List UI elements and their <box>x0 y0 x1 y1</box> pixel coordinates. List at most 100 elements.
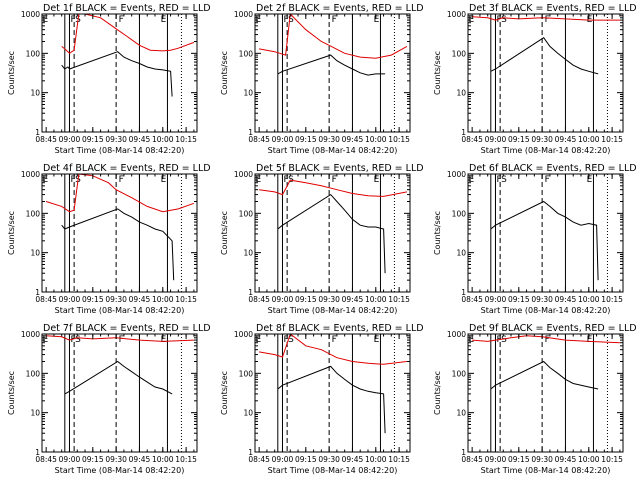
x-tick-label: 09:15 <box>508 135 530 144</box>
x-axis-label: Start Time (08-Mar-14 08:42:20) <box>268 466 398 475</box>
x-tick-label: 09:30 <box>105 135 127 144</box>
series-events <box>277 365 386 434</box>
marker-label: F <box>545 175 550 185</box>
detector-panel-8: Det 8f BLACK = Events, RED = LLD E F S F E 1 10… <box>213 320 426 480</box>
x-tick-label: 08:45 <box>461 135 483 144</box>
y-tick-label: 1 <box>248 448 253 457</box>
series-events <box>490 360 599 390</box>
x-tick-label: 08:45 <box>35 455 57 464</box>
x-tick-label: 09:30 <box>531 455 553 464</box>
series-lld <box>259 179 407 197</box>
series-events <box>277 54 386 76</box>
x-tick-label: 09:00 <box>59 135 81 144</box>
marker-label: S <box>288 15 294 25</box>
series-events <box>277 193 386 274</box>
y-tick-label: 100 <box>239 49 254 58</box>
y-tick-label: 10 <box>456 89 466 98</box>
marker-label: E <box>374 15 380 25</box>
x-tick-label: 09:00 <box>485 135 507 144</box>
detector-panel-6: Det 6f BLACK = Events, RED = LLD E F S F E 1 10… <box>426 160 639 320</box>
detector-panel-9: Det 9f BLACK = Events, RED = LLD E F S F E 1 10… <box>426 320 639 480</box>
y-tick-label: 1000 <box>234 170 253 179</box>
marker-label: F <box>545 335 550 345</box>
marker-label: F <box>119 15 124 25</box>
x-tick-label: 08:45 <box>461 295 483 304</box>
axes-frame <box>467 13 624 133</box>
marker-label: E <box>587 175 593 185</box>
x-tick-label: 09:30 <box>531 135 553 144</box>
x-tick-label: 10:00 <box>578 135 600 144</box>
x-tick-label: 08:45 <box>35 295 57 304</box>
y-tick-label: 1 <box>461 128 466 137</box>
marker-label: S <box>501 175 507 185</box>
y-tick-label: 1 <box>461 288 466 297</box>
marker-label: E <box>255 175 261 185</box>
x-tick-label: 08:45 <box>461 455 483 464</box>
x-tick-label: 09:15 <box>82 135 104 144</box>
marker-label: E <box>161 335 167 345</box>
axes-frame <box>467 333 624 453</box>
y-tick-label: 100 <box>452 369 467 378</box>
marker-label: F <box>283 175 288 185</box>
panel-title: Det 1f BLACK = Events, RED = LLD <box>43 3 211 14</box>
x-tick-label: 09:00 <box>272 135 294 144</box>
y-tick-label: 1000 <box>21 330 40 339</box>
y-tick-label: 1 <box>248 288 253 297</box>
detector-panel-3: Det 3f BLACK = Events, RED = LLD E F S F E 1 10… <box>426 0 639 160</box>
y-tick-label: 1 <box>461 448 466 457</box>
x-tick-label: 10:15 <box>175 455 197 464</box>
y-axis-label: Counts/sec <box>220 51 229 95</box>
x-tick-label: 09:45 <box>342 455 364 464</box>
x-tick-label: 08:45 <box>248 135 270 144</box>
x-tick-label: 10:15 <box>175 295 197 304</box>
x-tick-label: 09:00 <box>272 295 294 304</box>
x-tick-label: 09:15 <box>295 135 317 144</box>
detector-panel-7: Det 7f BLACK = Events, RED = LLD E F S F E 1 10… <box>0 320 213 480</box>
x-axis-label: Start Time (08-Mar-14 08:42:20) <box>481 466 611 475</box>
y-tick-label: 10 <box>243 409 253 418</box>
y-tick-label: 10 <box>456 249 466 258</box>
x-axis-label: Start Time (08-Mar-14 08:42:20) <box>55 306 185 315</box>
detector-panel-1: Det 1f BLACK = Events, RED = LLD E F S F E 1 10… <box>0 0 213 160</box>
x-tick-label: 10:15 <box>601 135 623 144</box>
marker-label: E <box>255 15 261 25</box>
y-tick-label: 10 <box>243 249 253 258</box>
x-tick-label: 10:15 <box>388 455 410 464</box>
x-axis-label: Start Time (08-Mar-14 08:42:20) <box>481 306 611 315</box>
x-tick-label: 09:45 <box>342 295 364 304</box>
marker-label: E <box>255 335 261 345</box>
y-tick-label: 1000 <box>21 170 40 179</box>
x-tick-label: 10:00 <box>365 135 387 144</box>
x-axis-label: Start Time (08-Mar-14 08:42:20) <box>268 306 398 315</box>
y-tick-label: 1000 <box>234 10 253 19</box>
x-tick-label: 09:30 <box>318 455 340 464</box>
x-tick-label: 09:45 <box>129 135 151 144</box>
marker-label: E <box>468 335 474 345</box>
marker-label: F <box>332 175 337 185</box>
series-events <box>61 51 173 97</box>
x-tick-label: 08:45 <box>248 295 270 304</box>
y-tick-label: 1 <box>35 448 40 457</box>
marker-label: E <box>468 175 474 185</box>
series-lld <box>259 334 407 365</box>
marker-label: F <box>119 175 124 185</box>
marker-label: S <box>501 15 507 25</box>
y-tick-label: 100 <box>452 49 467 58</box>
series-events <box>490 37 599 75</box>
axes-frame <box>41 173 198 293</box>
marker-label: E <box>42 15 48 25</box>
x-tick-label: 10:15 <box>388 295 410 304</box>
panel-title: Det 4f BLACK = Events, RED = LLD <box>43 163 211 174</box>
y-axis-label: Counts/sec <box>220 371 229 415</box>
y-tick-label: 100 <box>239 369 254 378</box>
marker-label: F <box>332 15 337 25</box>
x-tick-label: 10:15 <box>601 455 623 464</box>
axes-frame <box>254 333 411 453</box>
panel-title: Det 2f BLACK = Events, RED = LLD <box>256 3 424 14</box>
y-tick-label: 100 <box>239 209 254 218</box>
x-tick-label: 10:00 <box>152 295 174 304</box>
x-tick-label: 09:15 <box>295 295 317 304</box>
